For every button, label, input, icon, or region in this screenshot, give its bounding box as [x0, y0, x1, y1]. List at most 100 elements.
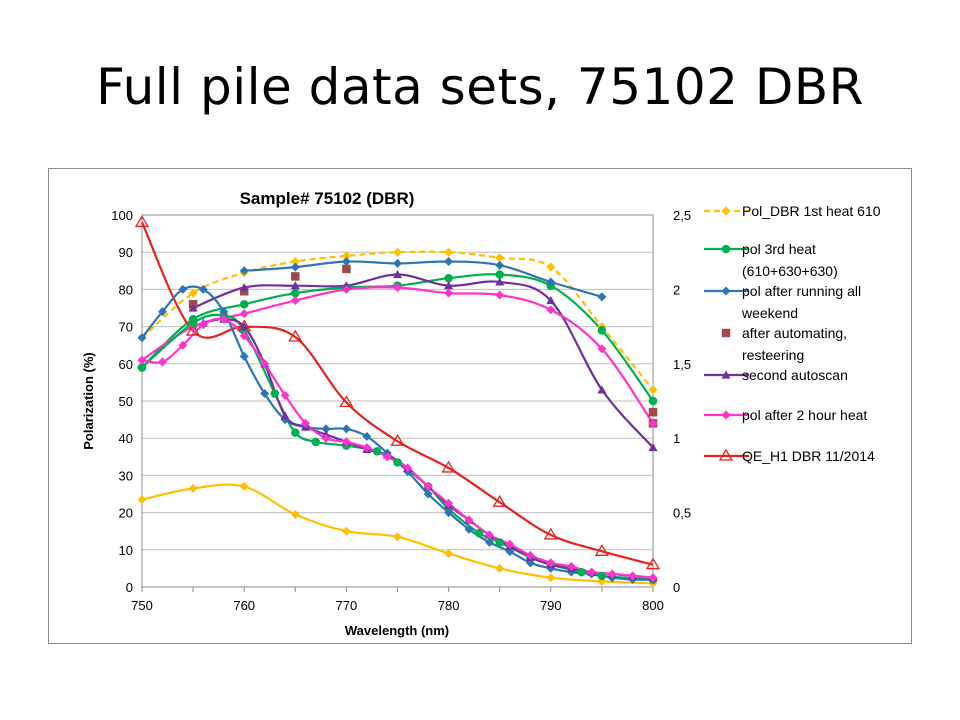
data-point — [495, 270, 504, 279]
data-point — [288, 329, 303, 342]
data-point — [393, 458, 402, 467]
y-tick-label: 10 — [119, 543, 133, 558]
axes: 0 10 20 30 40 50 60 70 80 90 100 0 0,5 1 1,5 2 2,5 750 760… — [111, 208, 691, 613]
data-point — [390, 433, 405, 446]
data-point — [137, 495, 147, 505]
data-point — [270, 389, 280, 398]
data-point — [495, 260, 505, 270]
data-point — [393, 258, 402, 268]
series-line-2 — [244, 260, 603, 298]
data-point — [134, 215, 150, 228]
y2-tick-label: 2,5 — [673, 208, 691, 223]
legend-label: QE_H1 DBR 11/2014 — [742, 448, 875, 464]
data-point — [648, 396, 658, 406]
legend-marker — [721, 244, 731, 254]
y-tick-label: 40 — [119, 431, 133, 446]
data-point — [484, 530, 494, 540]
data-point — [280, 390, 290, 400]
chart: 0 10 20 30 40 50 60 70 80 90 100 0 0,5 1 1,5 2 2,5 750 760… — [81, 189, 881, 638]
slide-title: Full pile data sets, 75102 DBR — [96, 58, 864, 116]
data-point — [543, 527, 558, 540]
data-point — [239, 351, 249, 361]
y-tick-label: 0 — [126, 580, 133, 595]
legend-marker — [721, 410, 731, 420]
data-point — [341, 251, 351, 261]
y2-tick-label: 1 — [673, 431, 680, 446]
data-point — [597, 344, 607, 354]
chart-title: Sample# 75102 (DBR) — [240, 189, 415, 208]
data-point — [219, 307, 229, 317]
data-point — [188, 483, 198, 493]
data-point — [290, 296, 300, 306]
data-point — [474, 528, 484, 538]
data-point — [290, 281, 300, 290]
data-point — [495, 290, 505, 300]
data-point — [198, 320, 208, 330]
y-tick-label: 100 — [111, 208, 133, 223]
data-point — [607, 569, 617, 579]
y-axis-label: Polarization (%) — [81, 352, 96, 450]
data-point — [393, 247, 402, 257]
data-point — [495, 538, 504, 547]
data-point — [546, 573, 556, 583]
data-point — [321, 424, 331, 434]
data-point — [339, 395, 354, 408]
data-point — [188, 303, 198, 312]
data-point — [393, 283, 402, 293]
data-point — [505, 539, 515, 549]
data-point — [239, 283, 249, 292]
data-point — [178, 340, 188, 350]
data-point — [444, 288, 454, 298]
data-point — [178, 284, 188, 294]
data-point — [444, 498, 454, 508]
y2-tick-label: 1,5 — [673, 357, 691, 372]
data-point — [423, 482, 433, 492]
data-point — [280, 411, 290, 420]
x-tick-label: 790 — [540, 598, 562, 613]
data-point — [321, 433, 331, 443]
data-point — [423, 489, 433, 499]
data-point — [291, 272, 300, 281]
x-tick-label: 750 — [131, 598, 153, 613]
data-point — [341, 424, 351, 434]
data-point — [525, 550, 535, 560]
legend-marker — [721, 286, 731, 296]
data-point — [157, 357, 167, 367]
x-axis-label: Wavelength (nm) — [345, 623, 449, 638]
data-point — [444, 549, 454, 559]
data-point — [645, 557, 661, 570]
data-point — [239, 331, 249, 341]
legend-label: Pol_DBR 1st heat 610 — [742, 203, 881, 219]
data-point — [239, 287, 249, 296]
y-tick-label: 50 — [119, 394, 133, 409]
data-point — [546, 296, 556, 305]
legend-marker — [718, 448, 734, 461]
data-point — [546, 262, 556, 272]
data-point — [444, 273, 453, 283]
y2-tick-label: 2 — [673, 282, 680, 297]
data-point — [311, 437, 321, 447]
legend-label: after automating, resteering — [742, 325, 847, 363]
data-point — [495, 563, 505, 573]
data-point — [290, 509, 300, 519]
y-tick-label: 90 — [119, 245, 133, 260]
data-point — [464, 524, 474, 534]
data-point — [444, 257, 454, 266]
legend-marker — [721, 328, 731, 338]
legend: Pol_DBR 1st heat 610 pol 3rd heat (610+630… — [704, 203, 881, 464]
data-point — [566, 562, 576, 572]
data-point — [137, 363, 147, 372]
data-point — [341, 257, 351, 266]
data-point — [239, 300, 249, 309]
series-markers — [134, 215, 661, 588]
data-point — [403, 463, 413, 473]
legend-marker — [721, 370, 731, 379]
data-point — [546, 305, 556, 315]
chart-frame: 0 10 20 30 40 50 60 70 80 90 100 0 0,5 1 1,5 2 2,5 750 760… — [48, 168, 912, 644]
legend-label: pol 3rd heat (610+630+630) — [742, 241, 838, 279]
y2-tick-label: 0 — [673, 580, 680, 595]
x-tick-label: 770 — [336, 598, 358, 613]
data-point — [648, 385, 658, 395]
data-point — [291, 288, 300, 298]
data-point — [495, 253, 505, 263]
